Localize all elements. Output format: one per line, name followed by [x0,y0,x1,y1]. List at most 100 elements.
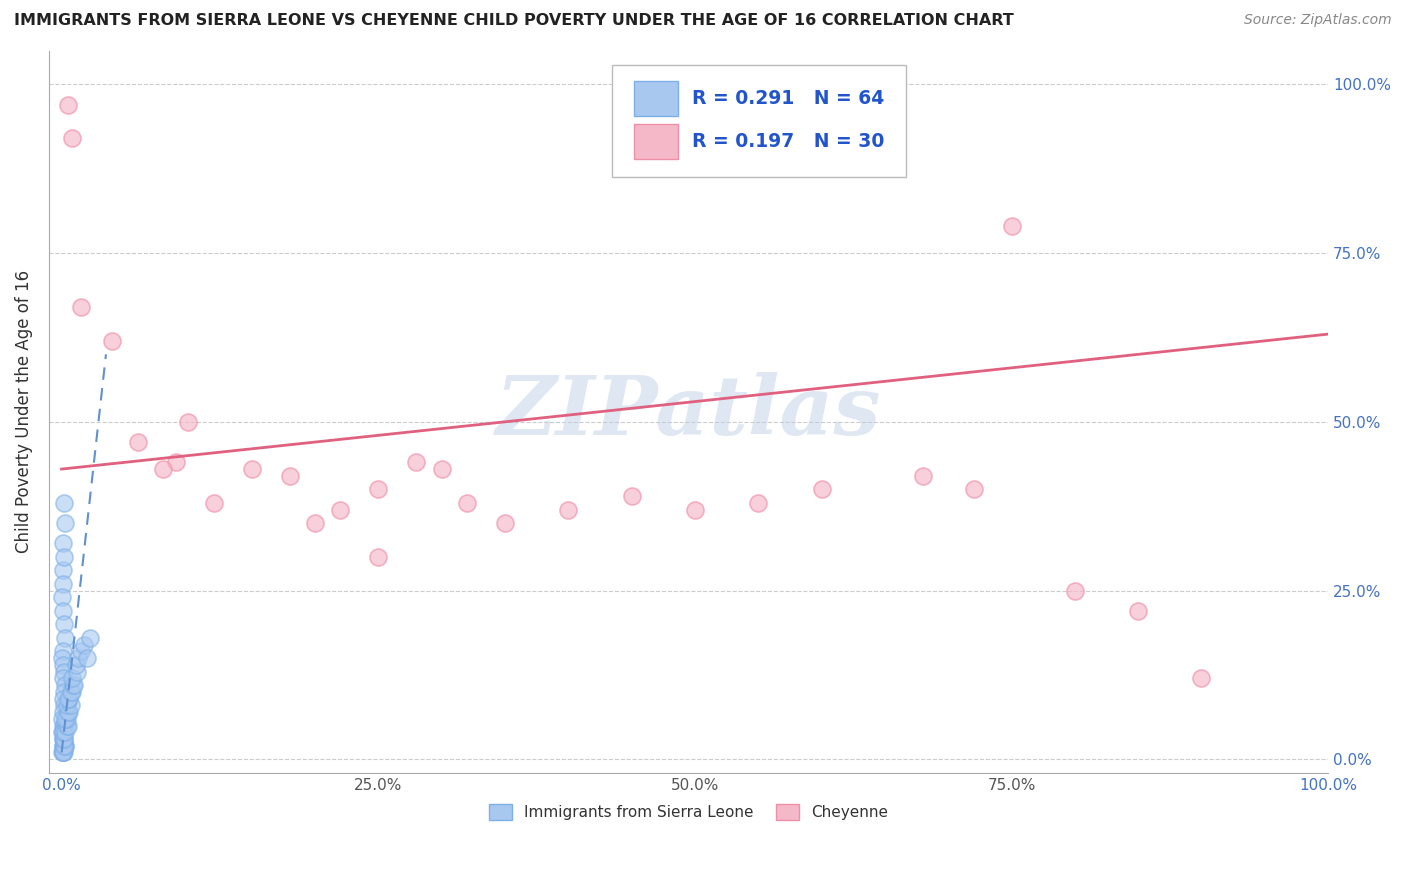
Point [52,718,75,732]
Point [52,739,75,753]
Point [304,516,326,530]
Point [51,746,73,760]
Point [66,665,89,679]
Point [51,725,73,739]
Point [55,712,77,726]
Point [810,483,832,497]
Bar [634,124,678,159]
Point [165,455,187,469]
Text: ZIPatlas: ZIPatlas [496,372,882,451]
Point [76,651,98,665]
Point [1063,583,1085,598]
Point [1191,671,1213,685]
Text: Source: ZipAtlas.com: Source: ZipAtlas.com [1244,13,1392,28]
Point [52,725,75,739]
Point [53,739,76,753]
Point [53,731,76,746]
Point [51,591,73,605]
Point [55,712,77,726]
Point [55,725,77,739]
Point [911,468,934,483]
Point [557,502,579,516]
Point [52,725,75,739]
Legend: Immigrants from Sierra Leone, Cheyenne: Immigrants from Sierra Leone, Cheyenne [482,798,894,827]
Point [202,496,225,510]
Point [53,665,76,679]
Point [152,462,174,476]
Point [53,549,76,564]
Point [1128,604,1150,618]
Point [53,685,76,699]
Point [101,334,124,348]
Point [55,698,77,713]
Point [367,483,389,497]
Point [62,678,84,692]
Point [52,563,75,577]
Point [52,705,75,719]
Point [52,746,75,760]
Point [79,631,101,645]
Point [56,705,79,719]
Y-axis label: Child Poverty Under the Age of 16: Child Poverty Under the Age of 16 [15,270,32,553]
Point [53,617,76,632]
Point [73,638,96,652]
Point [52,657,75,672]
Point [51,651,73,665]
Text: R = 0.197   N = 30: R = 0.197 N = 30 [692,132,884,151]
Point [53,718,76,732]
Point [52,731,75,746]
Point [278,468,301,483]
Point [367,549,389,564]
Point [58,705,80,719]
Point [53,731,76,746]
Point [60,685,83,699]
Point [55,516,77,530]
Text: IMMIGRANTS FROM SIERRA LEONE VS CHEYENNE CHILD POVERTY UNDER THE AGE OF 16 CORRE: IMMIGRANTS FROM SIERRA LEONE VS CHEYENNE… [14,13,1014,29]
Point [69,644,91,658]
Point [55,739,77,753]
Point [177,415,200,429]
Text: R = 0.291   N = 64: R = 0.291 N = 64 [692,89,884,108]
Point [405,455,427,469]
Point [52,604,75,618]
Point [56,718,79,732]
Point [55,739,77,753]
Point [127,435,149,450]
Point [69,300,91,314]
Point [240,462,263,476]
Point [53,739,76,753]
Point [52,644,75,658]
Point [51,712,73,726]
Point [52,746,75,760]
Point [63,678,86,692]
Point [430,462,453,476]
Point [494,516,516,530]
Point [52,671,75,685]
Point [52,576,75,591]
Point [1000,219,1022,234]
Point [59,698,82,713]
Point [55,718,77,732]
Point [58,691,80,706]
Point [55,678,77,692]
Point [962,483,984,497]
Point [329,502,352,516]
Point [456,496,478,510]
Point [52,746,75,760]
Point [52,536,75,550]
Point [65,657,87,672]
Point [60,131,83,145]
Point [67,651,90,665]
Point [52,691,75,706]
Point [620,489,643,503]
Point [683,502,706,516]
Point [53,746,76,760]
Point [747,496,769,510]
Point [55,631,77,645]
Point [56,691,79,706]
Point [53,496,76,510]
Point [59,685,82,699]
FancyBboxPatch shape [612,65,905,177]
Point [56,97,79,112]
Point [52,739,75,753]
